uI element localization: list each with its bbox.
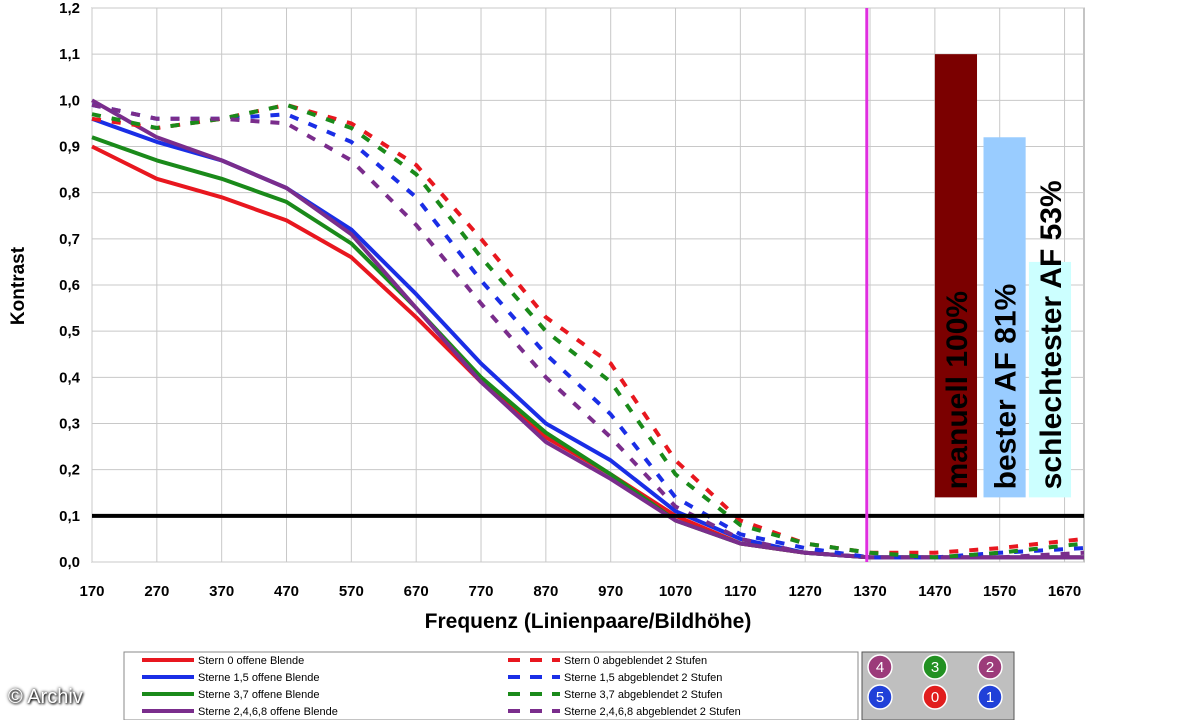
x-tick-label: 1070 [659,583,692,600]
y-tick-label: 0,5 [59,323,80,340]
x-tick-label: 170 [79,583,104,600]
x-tick-label: 1670 [1048,583,1081,600]
legend-label: Stern 0 abgeblendet 2 Stufen [564,655,707,667]
y-tick-label: 0,6 [59,277,80,294]
reference-lines [92,8,1084,562]
x-tick-label: 870 [533,583,558,600]
star-position-label: 0 [931,689,939,706]
star-position-circle [867,654,893,680]
x-tick-label: 570 [339,583,364,600]
x-tick-label: 270 [144,583,169,600]
star-position-circle [867,684,893,710]
y-tick-label: 0,1 [59,508,80,525]
x-tick-label: 670 [404,583,429,600]
star-position-label: 4 [876,659,884,676]
star-position-label: 3 [931,659,939,676]
bar-label: schlechtester AF 53% [1035,180,1068,489]
y-tick-label: 0,4 [59,369,81,386]
x-tick-label: 1270 [789,583,822,600]
bar-label: bester AF 81% [990,284,1023,490]
legend-label: Sterne 2,4,6,8 offene Blende [198,706,338,718]
star-position-circle [977,684,1003,710]
bar-label: manuell 100% [941,291,974,489]
x-tick-label: 470 [274,583,299,600]
y-tick-label: 1,0 [59,92,80,109]
series-lines [91,98,1085,560]
x-tick-label: 370 [209,583,234,600]
legend-label: Sterne 3,7 offene Blende [198,689,320,701]
legend [123,651,859,720]
y-axis-ticks: 0,0 0,1 0,2 0,3 0,4 0,5 0,6 0,7 0,8 0,9 1,0 1,1 1,2 [59,0,81,571]
legend-label: Sterne 3,7 abgeblendet 2 Stufen [564,689,722,701]
legend-entries: Stern 0 offene Blende Sterne 1,5 offene B… [142,655,741,718]
legend-label: Sterne 2,4,6,8 abgeblendet 2 Stufen [564,706,741,718]
x-tick-label: 1170 [724,583,757,600]
bar [1028,261,1072,498]
bar [934,54,978,498]
y-tick-label: 0,7 [59,231,80,248]
x-tick-label: 1470 [918,583,951,600]
star-position-circle [977,654,1003,680]
x-axis-ticks: 170 270 370 470 570 670 770 870 970 1070 1170 1270 1… [79,583,1081,600]
y-tick-label: 0,9 [59,139,80,156]
star-position-circle [922,684,948,710]
star-position-label: 5 [876,689,884,706]
y-tick-label: 0,2 [59,462,80,479]
star-position-label: 2 [986,659,994,676]
x-tick-label: 770 [469,583,494,600]
y-tick-label: 0,0 [59,554,80,571]
x-tick-label: 1370 [853,583,886,600]
bar [983,137,1026,498]
star-position-circle [922,654,948,680]
y-axis-label: Kontrast [8,246,29,325]
y-tick-label: 0,8 [59,185,80,202]
x-axis-label: Frequenz (Linienpaare/Bildhöhe) [425,610,752,633]
legend-label: Sterne 1,5 offene Blende [198,672,320,684]
image-credit: © Archiv [8,686,83,708]
legend-label: Stern 0 offene Blende [198,655,304,667]
series-line [91,102,1085,560]
star-position-label: 1 [986,689,994,706]
bars: manuell 100% bester AF 81% schlechtester A… [934,54,1072,498]
x-tick-label: 1570 [983,583,1016,600]
legend-label: Sterne 1,5 abgeblendet 2 Stufen [564,672,722,684]
y-tick-label: 0,3 [59,416,80,433]
y-tick-label: 1,2 [59,0,80,17]
y-tick-label: 1,1 [59,46,80,63]
series-line [91,102,1085,560]
x-tick-label: 970 [598,583,623,600]
star-position-markers: 4 3 2 5 0 1 [867,654,1003,710]
